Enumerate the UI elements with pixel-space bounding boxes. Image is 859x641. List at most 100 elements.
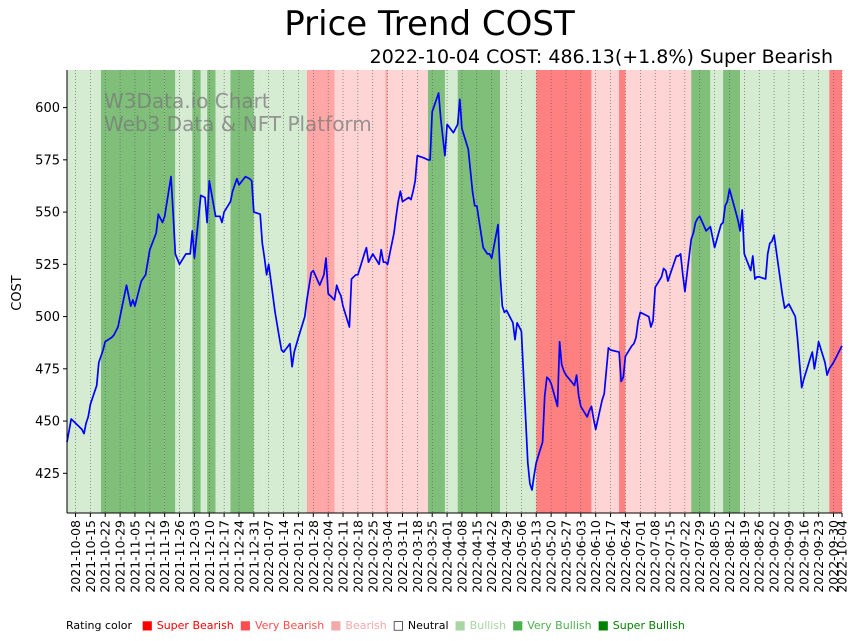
x-tick-label: 2022-07-29: [692, 520, 707, 593]
legend-item-bullish: ■ Bullish: [454, 618, 507, 632]
rating-band: [625, 70, 692, 513]
watermark-line: W3Data.io Chart: [104, 89, 270, 113]
x-tick-label: 2021-12-10: [202, 520, 217, 593]
x-tick-label: 2022-09-02: [767, 520, 782, 593]
x-tick-label: 2021-10-15: [83, 520, 98, 593]
x-tick-label: 2022-05-20: [544, 520, 559, 593]
rating-band: [175, 70, 193, 513]
x-tick-label: 2022-08-12: [722, 520, 737, 593]
x-tick-label: 2022-10-04: [835, 520, 850, 593]
rating-band: [754, 70, 830, 513]
rating-band: [385, 70, 388, 513]
chart-title: Price Trend COST: [284, 4, 575, 44]
x-tick-label: 2022-02-25: [365, 520, 380, 593]
x-tick-label: 2022-09-09: [781, 520, 796, 593]
x-tick-label: 2021-11-26: [172, 520, 187, 593]
rating-band: [262, 70, 307, 513]
x-tick-label: 2021-10-08: [68, 520, 83, 593]
rating-band: [145, 70, 165, 513]
x-tick-label: 2022-04-15: [469, 520, 484, 593]
rating-band: [207, 70, 216, 513]
rating-band: [829, 70, 842, 513]
legend-label: Rating color: [66, 619, 133, 632]
rating-band: [591, 70, 620, 513]
x-tick-label: 2022-03-25: [425, 520, 440, 593]
x-tick-label: 2022-01-07: [261, 520, 276, 593]
x-tick-label: 2022-04-08: [454, 520, 469, 593]
x-tick-label: 2022-08-26: [752, 520, 767, 593]
x-ticks: 2021-10-08 2021-10-15 2021-10-22 2021-10-29…: [68, 513, 850, 593]
rating-band: [444, 70, 458, 513]
y-tick-label: 575: [35, 153, 60, 168]
x-tick-label: 2022-04-29: [499, 520, 514, 593]
x-tick-label: 2022-03-18: [410, 520, 425, 593]
legend-item-label: Bearish: [345, 619, 387, 632]
rating-band: [67, 70, 101, 513]
x-tick-label: 2022-05-13: [529, 520, 544, 593]
x-tick-label: 2022-01-14: [276, 520, 291, 593]
x-tick-label: 2022-07-15: [663, 520, 678, 593]
rating-band: [427, 70, 445, 513]
legend-swatch: ■: [239, 618, 255, 632]
rating-band: [723, 70, 741, 513]
y-axis-label: COST: [10, 275, 25, 311]
rating-bands: [67, 70, 842, 513]
legend-item-label: Very Bearish: [254, 619, 325, 632]
rating-band: [710, 70, 724, 513]
x-tick-label: 2022-04-01: [440, 520, 455, 593]
price-line: [66, 92, 843, 491]
rating-band: [740, 70, 755, 513]
x-tick-label: 2021-12-17: [217, 520, 232, 593]
rating-band: [387, 70, 428, 513]
rating-band: [536, 70, 592, 513]
y-ticks: 425 450 475 500 525 550 575 600: [35, 101, 67, 482]
x-tick-label: 2022-03-04: [380, 520, 395, 593]
rating-band: [457, 70, 501, 513]
y-tick-label: 500: [35, 310, 60, 325]
x-tick-label: 2021-12-31: [246, 520, 261, 593]
legend-item-very-bullish: ■ Very Bullish: [512, 618, 592, 632]
x-tick-label: 2022-06-17: [603, 520, 618, 593]
x-tick-label: 2022-07-08: [648, 520, 663, 593]
y-tick-label: 525: [35, 258, 60, 273]
legend-item-label: Neutral: [407, 619, 449, 632]
x-tick-label: 2022-05-27: [558, 520, 573, 593]
x-tick-label: 2022-01-28: [306, 520, 321, 593]
legend-item-super-bearish: ■ Super Bearish: [142, 618, 234, 632]
rating-band: [691, 70, 711, 513]
axes: [66, 70, 842, 514]
x-tick-label: 2022-05-06: [514, 520, 529, 593]
legend-item-label: Very Bullish: [527, 619, 592, 632]
rating-band: [230, 70, 254, 513]
x-tick-label: 2021-12-03: [187, 520, 202, 593]
watermark-line: Web3 Data & NFT Platform: [104, 112, 372, 136]
x-tick-label: 2022-02-04: [321, 520, 336, 593]
rating-band: [200, 70, 208, 513]
legend-swatch: ■: [330, 618, 346, 632]
x-tick-label: 2022-09-23: [811, 520, 826, 593]
x-tick-label: 2021-11-05: [127, 520, 142, 593]
legend-item-super-bullish: ■ Super Bullish: [598, 618, 685, 632]
y-tick-label: 450: [35, 415, 60, 430]
rating-legend: Rating color ■ Super Bearish ■ Very Beari…: [66, 618, 697, 632]
rating-band: [619, 70, 626, 513]
x-tick-label: 2022-01-21: [291, 520, 306, 593]
rating-band: [164, 70, 176, 513]
legend-item-label: Super Bearish: [156, 619, 234, 632]
y-tick-label: 425: [35, 467, 60, 482]
legend-item-label: Bullish: [469, 619, 507, 632]
x-tick-label: 2022-06-03: [573, 520, 588, 593]
legend-swatch: □: [392, 618, 408, 632]
x-tick-label: 2022-06-24: [618, 520, 633, 593]
x-tick-label: 2021-10-22: [98, 520, 113, 593]
x-tick-label: 2022-07-01: [633, 520, 648, 593]
chart-subtitle: 2022-10-04 COST: 486.13(+1.8%) Super Bea…: [369, 46, 833, 68]
legend-item-very-bearish: ■ Very Bearish: [239, 618, 325, 632]
x-tick-label: 2021-11-12: [142, 520, 157, 593]
legend-item-bearish: ■ Bearish: [330, 618, 387, 632]
x-tick-label: 2022-02-11: [336, 520, 351, 593]
rating-band: [253, 70, 263, 513]
legend-swatch: ■: [454, 618, 470, 632]
